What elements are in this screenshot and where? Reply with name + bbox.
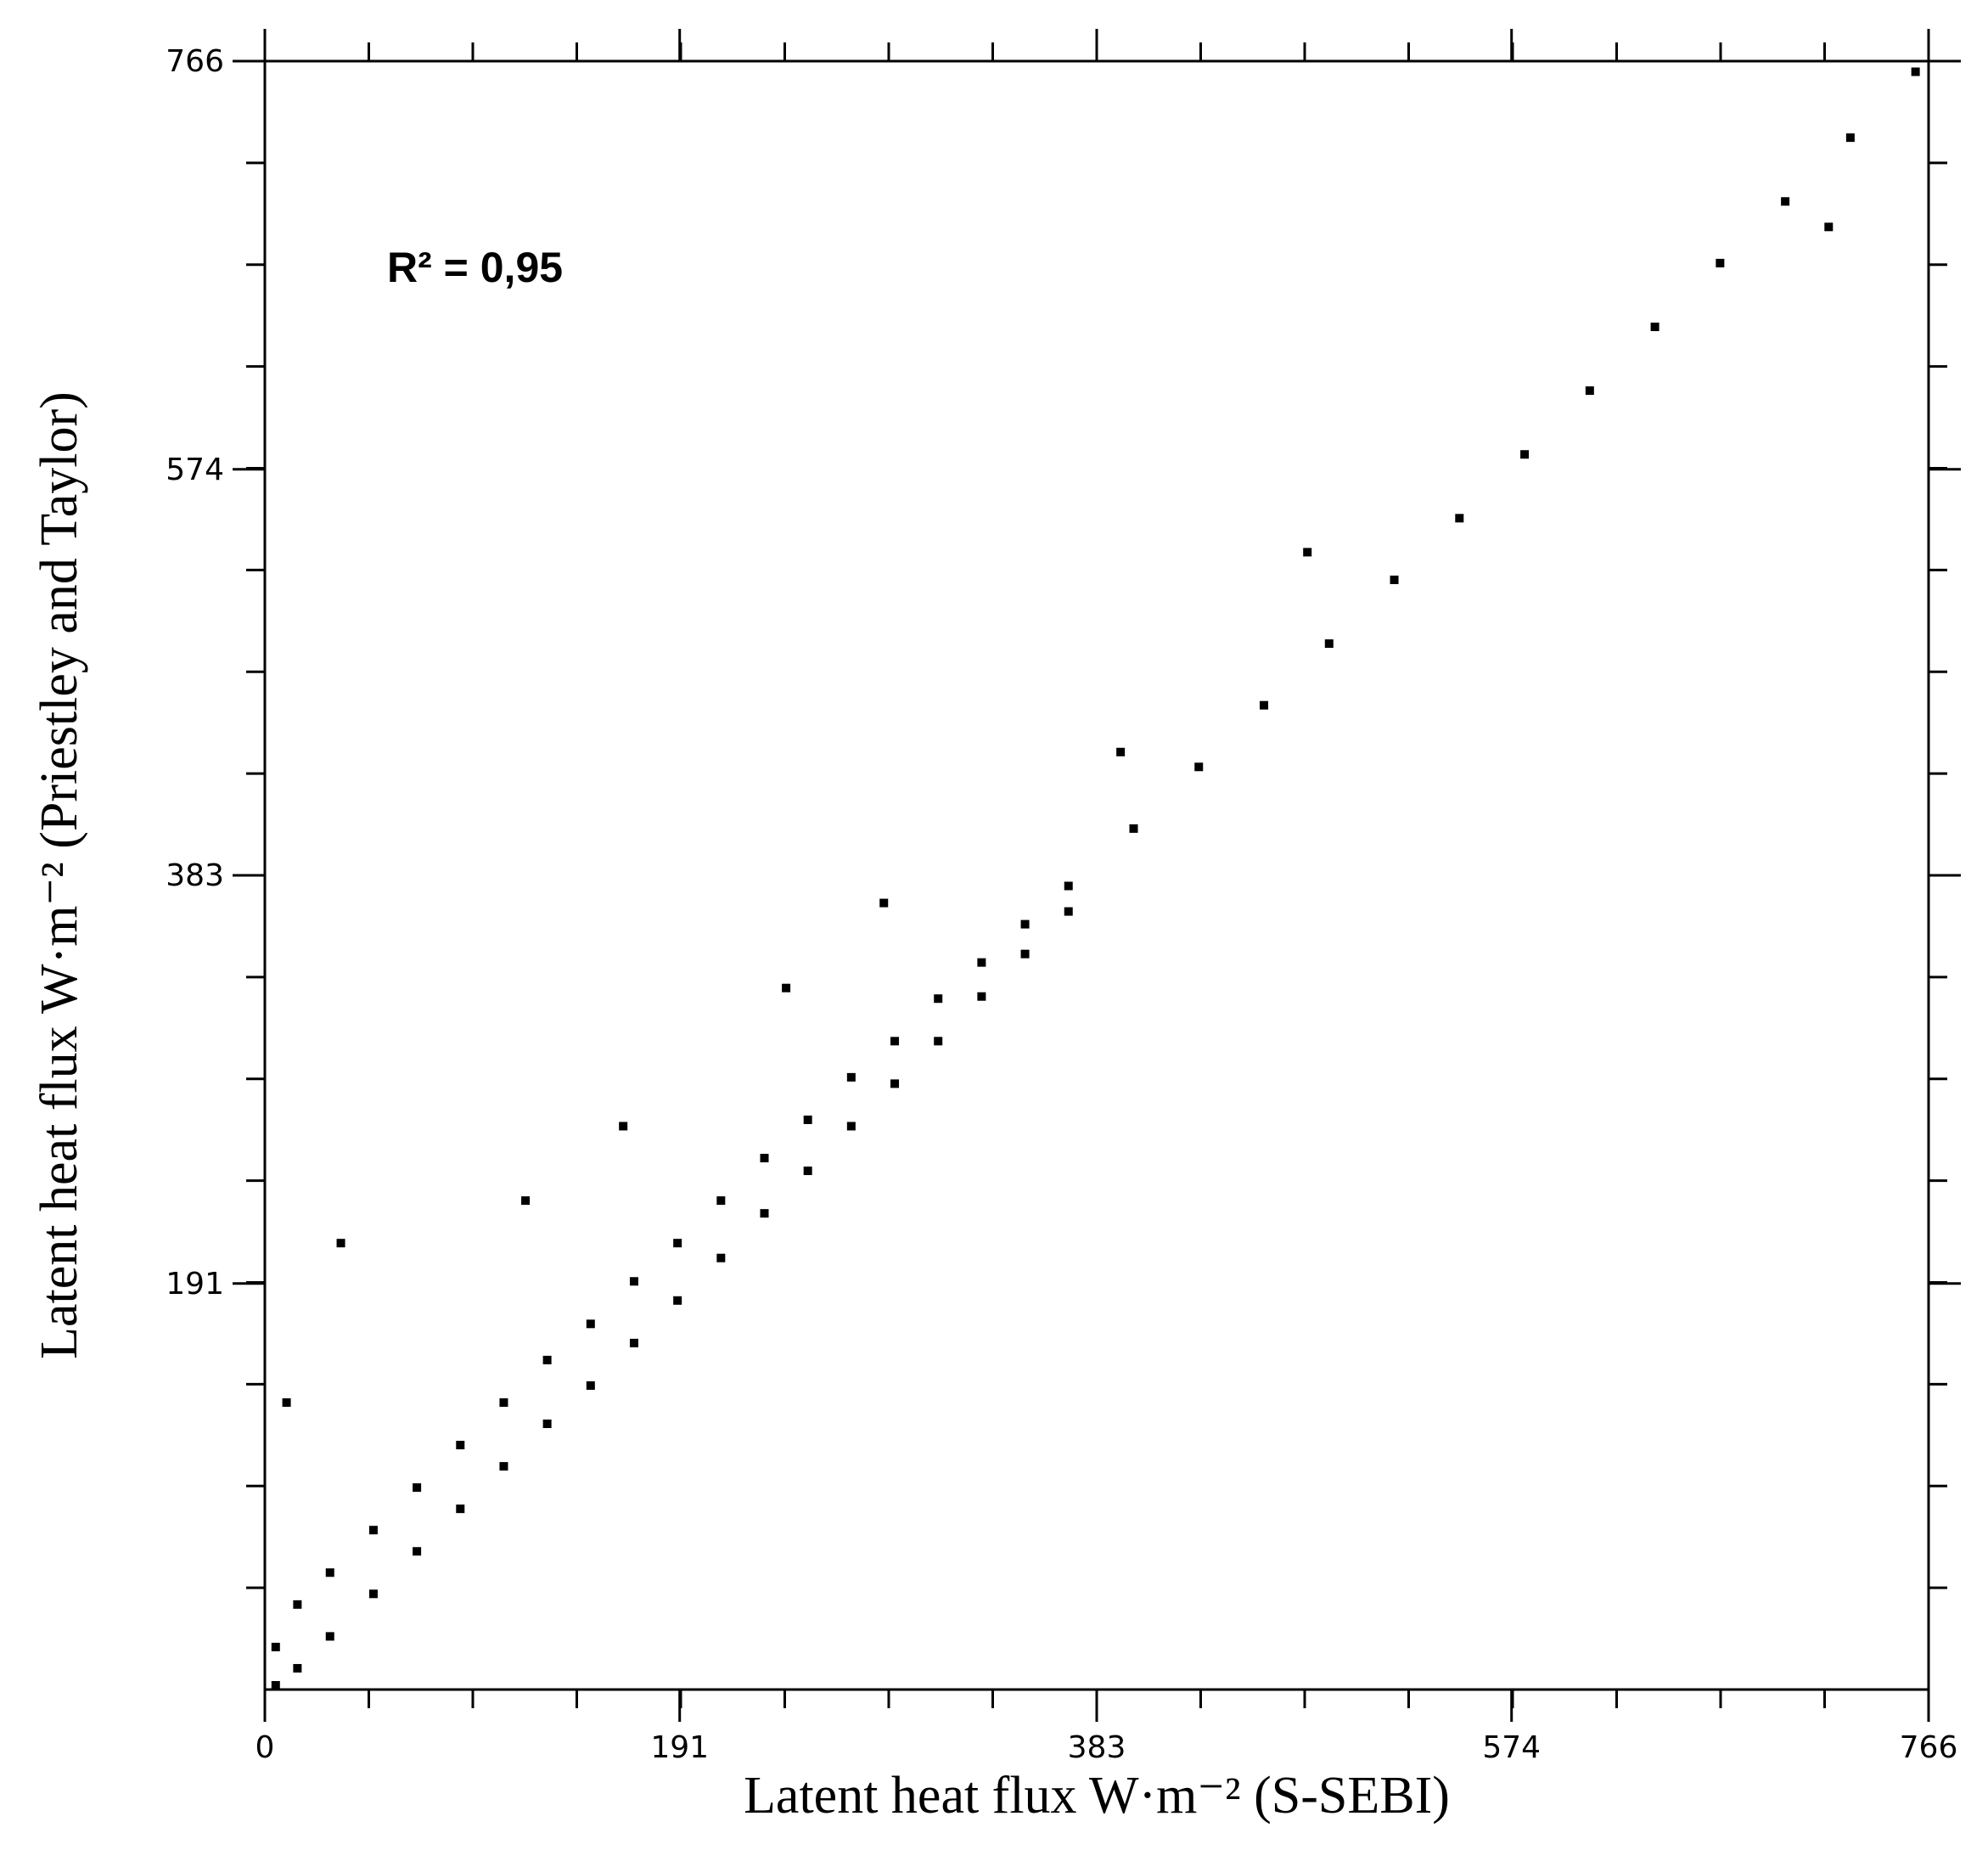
point	[846, 1122, 856, 1131]
point	[542, 1420, 552, 1429]
point	[499, 1462, 508, 1471]
point	[890, 1079, 900, 1088]
y-tick-label: 574	[166, 453, 224, 487]
point	[1260, 700, 1269, 710]
point	[673, 1296, 682, 1305]
point	[456, 1504, 465, 1514]
point	[1020, 949, 1030, 959]
point	[760, 1154, 769, 1163]
x-tick-label: 766	[1900, 1730, 1958, 1765]
x-tick-label: 0	[256, 1730, 275, 1765]
point	[934, 1037, 943, 1046]
point	[673, 1239, 682, 1248]
point	[1520, 450, 1530, 459]
point	[782, 983, 791, 992]
point	[368, 1526, 378, 1535]
point	[1064, 881, 1073, 891]
point	[803, 1115, 812, 1124]
point	[1064, 907, 1073, 916]
y-axis-label: Latent heat flux W·m⁻² (Priestley and Ta…	[31, 391, 88, 1359]
point	[271, 1642, 280, 1651]
point	[1324, 639, 1334, 649]
point	[1845, 133, 1855, 143]
point	[336, 1239, 345, 1248]
x-axis-label: Latent heat flux W·m⁻² (S-SEBI)	[744, 1767, 1450, 1825]
point	[1585, 386, 1594, 396]
point	[499, 1397, 508, 1407]
point	[1650, 322, 1659, 331]
y-tick-label: 383	[166, 858, 224, 893]
point	[1824, 222, 1834, 232]
point	[977, 958, 986, 967]
point	[521, 1196, 531, 1206]
point	[413, 1547, 422, 1556]
point	[934, 994, 943, 1004]
point	[368, 1589, 378, 1599]
point	[282, 1397, 291, 1407]
point	[716, 1196, 726, 1206]
point	[542, 1355, 552, 1364]
point	[413, 1483, 422, 1493]
point	[293, 1600, 302, 1609]
point	[619, 1122, 628, 1131]
point	[586, 1380, 595, 1390]
point	[803, 1167, 812, 1176]
point	[1716, 258, 1725, 267]
point	[1303, 548, 1312, 557]
point	[1781, 197, 1790, 206]
x-tick-label: 191	[650, 1730, 709, 1765]
point	[1390, 575, 1399, 584]
point	[293, 1663, 302, 1673]
point	[1116, 747, 1126, 756]
point	[629, 1338, 638, 1347]
point	[879, 898, 889, 908]
point	[1020, 919, 1030, 929]
point	[325, 1568, 334, 1577]
point	[1911, 67, 1920, 76]
x-tick-label: 383	[1068, 1730, 1126, 1765]
point	[271, 1680, 280, 1690]
point	[1129, 824, 1138, 833]
point	[456, 1441, 465, 1450]
annotation: R² = 0,95	[387, 244, 563, 291]
y-tick-label: 191	[166, 1267, 224, 1302]
point	[760, 1209, 769, 1218]
point	[629, 1277, 638, 1286]
x-tick-label: 574	[1482, 1730, 1541, 1765]
point	[977, 992, 986, 1001]
y-tick-label: 766	[166, 44, 224, 79]
point	[1455, 514, 1464, 523]
plot-frame	[263, 59, 1930, 1691]
point	[1194, 762, 1204, 772]
point	[586, 1319, 595, 1329]
point	[716, 1253, 726, 1262]
point	[890, 1037, 900, 1046]
point	[325, 1632, 334, 1641]
point	[846, 1072, 856, 1082]
